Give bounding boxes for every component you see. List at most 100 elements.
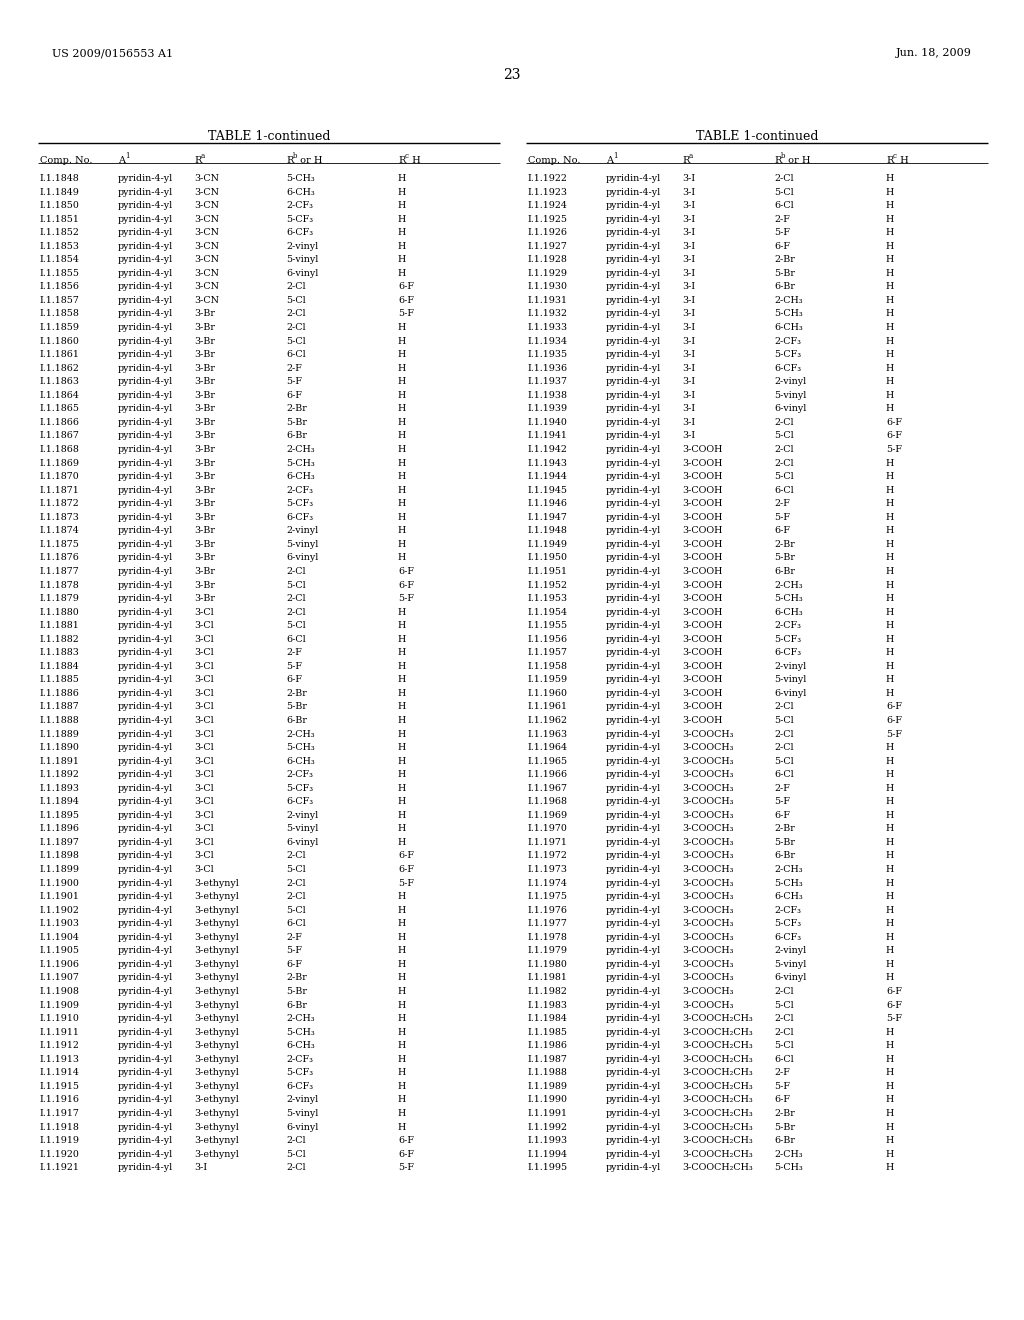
Text: I.1.1934: I.1.1934 <box>528 337 568 346</box>
Text: R: R <box>886 156 893 165</box>
Text: 3-COOCH₃: 3-COOCH₃ <box>682 784 733 793</box>
Text: I.1.1975: I.1.1975 <box>528 892 568 902</box>
Text: H: H <box>398 676 407 684</box>
Text: H: H <box>886 1163 894 1172</box>
Text: pyridin-4-yl: pyridin-4-yl <box>606 676 662 684</box>
Text: I.1.1937: I.1.1937 <box>528 378 568 387</box>
Text: 3-COOCH₂CH₃: 3-COOCH₂CH₃ <box>682 1068 753 1077</box>
Text: H: H <box>398 825 407 833</box>
Text: I.1.1962: I.1.1962 <box>528 715 568 725</box>
Text: H: H <box>886 350 894 359</box>
Text: 3-ethynyl: 3-ethynyl <box>194 906 239 915</box>
Text: I.1.1881: I.1.1881 <box>40 622 80 630</box>
Text: 2-vinyl: 2-vinyl <box>286 242 318 251</box>
Text: I.1.1878: I.1.1878 <box>40 581 80 590</box>
Text: 6-CF₃: 6-CF₃ <box>286 1082 313 1090</box>
Text: I.1.1897: I.1.1897 <box>40 838 80 847</box>
Text: 5-Cl: 5-Cl <box>286 865 306 874</box>
Text: H: H <box>398 337 407 346</box>
Text: pyridin-4-yl: pyridin-4-yl <box>606 364 662 372</box>
Text: 5-CF₃: 5-CF₃ <box>286 215 313 223</box>
Text: H: H <box>398 933 407 941</box>
Text: 3-I: 3-I <box>682 174 695 183</box>
Text: 5-F: 5-F <box>398 879 414 887</box>
Text: 2-Cl: 2-Cl <box>286 879 305 887</box>
Text: 5-F: 5-F <box>286 946 302 956</box>
Text: I.1.1940: I.1.1940 <box>528 418 568 426</box>
Text: 2-CH₃: 2-CH₃ <box>774 865 803 874</box>
Text: pyridin-4-yl: pyridin-4-yl <box>606 919 662 928</box>
Text: TABLE 1-continued: TABLE 1-continued <box>208 129 331 143</box>
Text: 3-COOH: 3-COOH <box>682 486 722 495</box>
Text: I.1.1992: I.1.1992 <box>528 1122 568 1131</box>
Text: 2-CF₃: 2-CF₃ <box>286 201 313 210</box>
Text: pyridin-4-yl: pyridin-4-yl <box>118 676 173 684</box>
Text: pyridin-4-yl: pyridin-4-yl <box>606 228 662 238</box>
Text: 3-COOH: 3-COOH <box>682 676 722 684</box>
Text: 3-COOCH₃: 3-COOCH₃ <box>682 838 733 847</box>
Text: pyridin-4-yl: pyridin-4-yl <box>118 215 173 223</box>
Text: 3-Br: 3-Br <box>194 391 215 400</box>
Text: 3-COOH: 3-COOH <box>682 622 722 630</box>
Text: pyridin-4-yl: pyridin-4-yl <box>118 1001 173 1010</box>
Text: pyridin-4-yl: pyridin-4-yl <box>606 946 662 956</box>
Text: 2-Br: 2-Br <box>774 540 795 549</box>
Text: 2-Br: 2-Br <box>774 825 795 833</box>
Text: 6-F: 6-F <box>774 810 790 820</box>
Text: H: H <box>398 689 407 698</box>
Text: 3-COOCH₃: 3-COOCH₃ <box>682 946 733 956</box>
Text: 5-Br: 5-Br <box>286 702 307 711</box>
Text: pyridin-4-yl: pyridin-4-yl <box>606 743 662 752</box>
Text: 3-COOCH₃: 3-COOCH₃ <box>682 756 733 766</box>
Text: 3-Cl: 3-Cl <box>194 622 214 630</box>
Text: I.1.1956: I.1.1956 <box>528 635 568 644</box>
Text: 5-vinyl: 5-vinyl <box>286 825 318 833</box>
Text: 5-Cl: 5-Cl <box>774 473 794 480</box>
Text: 6-F: 6-F <box>398 1150 414 1159</box>
Text: 6-vinyl: 6-vinyl <box>286 838 318 847</box>
Text: I.1.1953: I.1.1953 <box>528 594 568 603</box>
Text: H: H <box>398 960 407 969</box>
Text: 3-Cl: 3-Cl <box>194 851 214 861</box>
Text: pyridin-4-yl: pyridin-4-yl <box>118 973 173 982</box>
Text: I.1.1968: I.1.1968 <box>528 797 568 807</box>
Text: 6-CF₃: 6-CF₃ <box>774 364 801 372</box>
Text: H: H <box>886 1109 894 1118</box>
Text: I.1.1906: I.1.1906 <box>40 960 80 969</box>
Text: H: H <box>398 1028 407 1036</box>
Text: I.1.1952: I.1.1952 <box>528 581 568 590</box>
Text: b: b <box>780 153 785 161</box>
Text: I.1.1932: I.1.1932 <box>528 309 568 318</box>
Text: I.1.1905: I.1.1905 <box>40 946 80 956</box>
Text: I.1.1876: I.1.1876 <box>40 553 80 562</box>
Text: 3-COOH: 3-COOH <box>682 568 722 576</box>
Text: H: H <box>886 228 894 238</box>
Text: 6-F: 6-F <box>286 960 302 969</box>
Text: pyridin-4-yl: pyridin-4-yl <box>606 391 662 400</box>
Text: H: H <box>398 1001 407 1010</box>
Text: pyridin-4-yl: pyridin-4-yl <box>118 174 173 183</box>
Text: 2-CF₃: 2-CF₃ <box>286 486 313 495</box>
Text: 1: 1 <box>613 153 618 161</box>
Text: I.1.1946: I.1.1946 <box>528 499 568 508</box>
Text: pyridin-4-yl: pyridin-4-yl <box>118 1096 173 1105</box>
Text: 6-vinyl: 6-vinyl <box>286 553 318 562</box>
Text: pyridin-4-yl: pyridin-4-yl <box>606 825 662 833</box>
Text: 3-COOH: 3-COOH <box>682 661 722 671</box>
Text: 5-F: 5-F <box>774 1082 790 1090</box>
Text: pyridin-4-yl: pyridin-4-yl <box>118 865 173 874</box>
Text: 6-F: 6-F <box>774 1096 790 1105</box>
Text: A: A <box>118 156 125 165</box>
Text: H: H <box>398 784 407 793</box>
Text: 3-COOCH₂CH₃: 3-COOCH₂CH₃ <box>682 1150 753 1159</box>
Text: I.1.1920: I.1.1920 <box>40 1150 80 1159</box>
Text: 2-Cl: 2-Cl <box>774 445 794 454</box>
Text: 2-CH₃: 2-CH₃ <box>286 1014 314 1023</box>
Text: H: H <box>398 418 407 426</box>
Text: 5-vinyl: 5-vinyl <box>774 960 806 969</box>
Text: H: H <box>398 946 407 956</box>
Text: 5-Cl: 5-Cl <box>774 1041 794 1051</box>
Text: pyridin-4-yl: pyridin-4-yl <box>606 499 662 508</box>
Text: 2-F: 2-F <box>774 784 790 793</box>
Text: H: H <box>886 269 894 277</box>
